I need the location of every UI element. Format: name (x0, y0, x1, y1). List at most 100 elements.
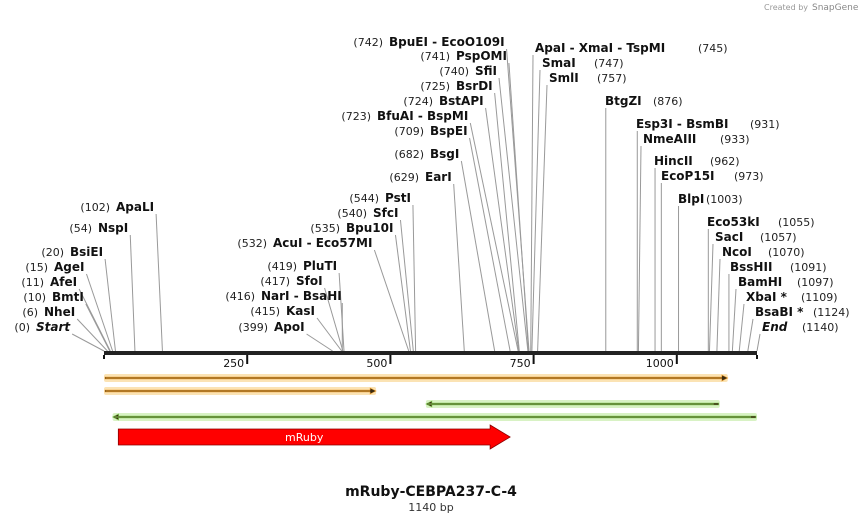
site-apoi: (399) ApoI (238, 320, 304, 334)
site-position: (10) (23, 291, 46, 304)
site-position: (741) (420, 50, 450, 63)
site-name: EarI (425, 170, 452, 184)
site-labels: (0) Start(6) NheI(10) BmtI(11) AfeI(15) AgeI(… (14, 35, 849, 334)
site-position: (725) (420, 80, 450, 93)
site-name: NheI (44, 305, 75, 319)
site-smli: SmlI (757) (549, 71, 627, 85)
tick-label-750: 750 (510, 357, 531, 370)
site-line-sfci (399, 219, 414, 352)
site-line-end (756, 333, 761, 352)
site-esp3i-bsmbi: Esp3I - BsmBI (931) (636, 117, 780, 131)
site-name: BpuEI - EcoO109I (389, 35, 505, 49)
site-position: (1055) (778, 216, 815, 229)
site-apai-xmai-tspmi: ApaI - XmaI - TspMI (745) (535, 41, 728, 55)
site-position: (1091) (790, 261, 827, 274)
site-line-bpuei-ecoo109i (506, 48, 530, 352)
site-position: (6) (22, 306, 38, 319)
site-line-smli (537, 84, 548, 352)
site-position: (742) (353, 36, 383, 49)
features: mRuby (104, 374, 757, 450)
end-mark (103, 355, 105, 359)
site-position: (416) (225, 290, 255, 303)
site-position: (709) (394, 125, 424, 138)
site-name: BsgI (430, 147, 459, 161)
site-name: BstAPI (439, 94, 484, 108)
site-nhei: (6) NheI (22, 305, 75, 319)
site-sfci: (540) SfcI (337, 206, 398, 220)
site-position: (399) (238, 321, 268, 334)
site-bmti: (10) BmtI (23, 290, 83, 304)
site-position: (11) (21, 276, 44, 289)
site-position: (0) (14, 321, 30, 334)
site-name: PluTI (303, 259, 337, 273)
map-length: 1140 bp (408, 501, 453, 514)
orange-arrow-1 (104, 374, 729, 382)
site-nspi: (54) NspI (69, 221, 128, 235)
site-eco53ki: Eco53kI (1055) (707, 215, 815, 229)
site-position: (419) (267, 260, 297, 273)
site-position: (532) (237, 237, 267, 250)
site-position: (724) (403, 95, 433, 108)
site-line-apoi (306, 333, 333, 352)
site-kasi: (415) KasI (250, 304, 315, 318)
site-bfuai-bspmi: (723) BfuAI - BspMI (341, 109, 468, 123)
tick-label-500: 500 (366, 357, 387, 370)
site-name: HincII (654, 154, 693, 168)
green-arrow-1 (425, 400, 720, 408)
mruby-arrow (117, 424, 511, 450)
site-position: (417) (260, 275, 290, 288)
site-name: BamHI (738, 275, 782, 289)
feature-core (106, 390, 371, 392)
site-line-bsiei (104, 258, 116, 352)
site-position: (757) (597, 72, 627, 85)
site-name: PspOMI (456, 49, 507, 63)
site-end: End (1140) (762, 320, 839, 334)
site-line-acui-eco57mi (373, 249, 410, 352)
mruby-feature: mRuby (117, 424, 511, 450)
site-ncoi: NcoI (1070) (722, 245, 805, 259)
site-position: (15) (25, 261, 48, 274)
site-bpuei-ecoo109i: (742) BpuEI - EcoO109I (353, 35, 504, 49)
end-mark (756, 355, 758, 359)
site-sfii: (740) SfiI (439, 64, 497, 78)
snapgene-credit: Created by SnapGene (764, 3, 859, 13)
site-bsiei: (20) BsiEI (41, 245, 103, 259)
site-name: BtgZI (605, 94, 642, 108)
site-ecop15i: EcoP15I (973) (661, 169, 764, 183)
site-line-bstapi (485, 107, 520, 352)
site-bsshii: BssHII (1091) (730, 260, 827, 274)
site-line-ncoi (716, 258, 721, 352)
tick-mark-750 (532, 355, 535, 364)
site-bsgi: (682) BsgI (394, 147, 459, 161)
site-bpu10i: (535) Bpu10I (310, 221, 393, 235)
site-name: AfeI (50, 275, 77, 289)
site-position: (1140) (802, 321, 839, 334)
site-position: (1003) (706, 193, 743, 206)
site-position: (973) (734, 170, 764, 183)
site-line-pluti (338, 272, 345, 352)
site-name: BsiEI (70, 245, 103, 259)
site-sfoi: (417) SfoI (260, 274, 322, 288)
site-acui-eco57mi: (532) AcuI - Eco57MI (237, 236, 372, 250)
site-name: PstI (385, 191, 411, 205)
site-line-bspei (469, 137, 511, 352)
mruby-label: mRuby (285, 431, 324, 444)
site-line-nhei (76, 318, 108, 352)
site-position: (723) (341, 110, 371, 123)
site-xbai: XbaI * (1109) (746, 290, 838, 304)
site-line-apali (155, 213, 163, 352)
site-line-agei (86, 273, 114, 352)
credit-brand: SnapGene (812, 3, 859, 13)
site-name: ApaI - XmaI - TspMI (535, 41, 665, 55)
site-position: (102) (80, 201, 110, 214)
tick-label-250: 250 (223, 357, 244, 370)
site-position: (629) (389, 171, 419, 184)
site-name: SmaI (542, 56, 576, 70)
site-name: Start (36, 320, 71, 334)
site-lines (71, 48, 761, 352)
site-name: Esp3I - BsmBI (636, 117, 728, 131)
site-line-smai (531, 69, 541, 352)
site-line-nspi (129, 234, 136, 352)
site-line-bsrdi (494, 92, 520, 352)
site-bspei: (709) BspEI (394, 124, 467, 138)
